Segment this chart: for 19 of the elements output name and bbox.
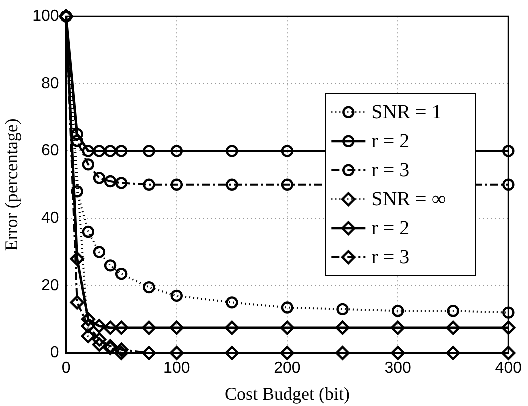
y-tick-label: 60 — [42, 142, 60, 160]
y-tick-label: 80 — [42, 75, 60, 92]
x-tick-label: 200 — [274, 360, 301, 378]
legend-label: r = 3 — [372, 246, 410, 269]
y-axis-title: Error (percentage) — [2, 118, 22, 252]
legend-label: r = 3 — [372, 160, 410, 182]
legend-label: SNR = 1 — [372, 102, 442, 124]
x-tick-label: 0 — [62, 360, 71, 378]
legend-label: r = 2 — [372, 218, 410, 240]
x-tick-label: 100 — [164, 360, 190, 378]
x-axis-title: Cost Budget (bit) — [224, 384, 350, 404]
y-tick-label: 20 — [42, 277, 60, 294]
legend-label: r = 2 — [372, 130, 410, 153]
x-tick-label: 300 — [384, 360, 412, 378]
y-tick-label: 100 — [32, 8, 60, 26]
y-tick-label: 0 — [50, 344, 60, 362]
legend-label: SNR = ∞ — [372, 188, 446, 211]
y-tick-label: 40 — [42, 210, 60, 227]
x-tick-label: 400 — [495, 360, 522, 378]
